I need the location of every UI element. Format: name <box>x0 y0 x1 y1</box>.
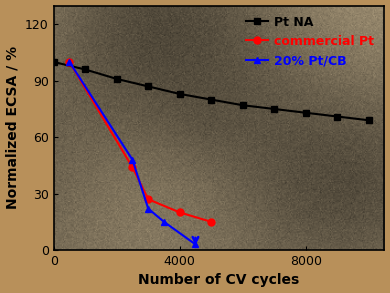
Pt NA <box>83 68 88 71</box>
Legend: Pt NA, commercial Pt, 20% Pt/CB: Pt NA, commercial Pt, 20% Pt/CB <box>242 12 378 71</box>
X-axis label: Number of CV cycles: Number of CV cycles <box>138 273 300 287</box>
Pt NA <box>240 103 245 107</box>
Pt NA <box>272 107 277 111</box>
commercial Pt <box>209 220 214 224</box>
Pt NA <box>177 92 182 96</box>
20% Pt/CB <box>67 60 72 64</box>
Line: commercial Pt: commercial Pt <box>66 59 214 225</box>
commercial Pt <box>177 211 182 214</box>
20% Pt/CB <box>193 243 198 246</box>
Pt NA <box>51 60 56 64</box>
Pt NA <box>209 98 214 101</box>
Y-axis label: Normalized ECSA / %: Normalized ECSA / % <box>5 46 20 209</box>
Line: 20% Pt/CB: 20% Pt/CB <box>66 59 199 248</box>
Pt NA <box>303 111 308 115</box>
Pt NA <box>146 85 151 88</box>
Pt NA <box>366 118 371 122</box>
20% Pt/CB <box>161 220 166 224</box>
commercial Pt <box>130 166 135 169</box>
20% Pt/CB <box>146 207 151 210</box>
Pt NA <box>335 115 340 118</box>
commercial Pt <box>146 197 151 201</box>
Pt NA <box>114 77 119 81</box>
commercial Pt <box>67 60 72 64</box>
20% Pt/CB <box>130 158 135 161</box>
Line: Pt NA: Pt NA <box>51 59 371 123</box>
